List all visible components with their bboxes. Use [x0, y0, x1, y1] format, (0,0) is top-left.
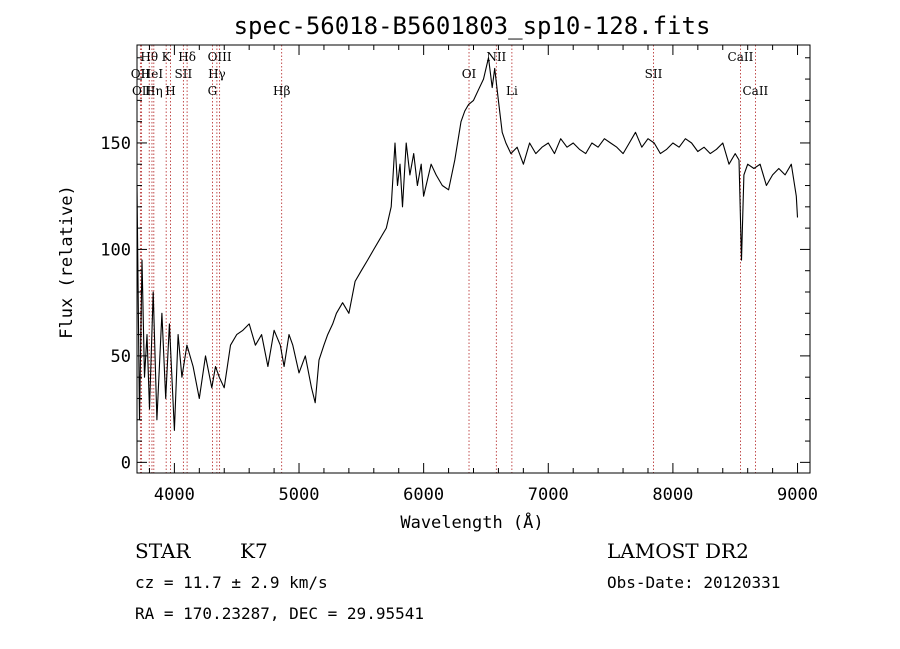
y-axis: 0 50 100 150 [100, 57, 810, 473]
line-marker-label: Hη [145, 84, 163, 98]
x-tick-label: 4000 [154, 485, 195, 505]
x-axis: 4000 5000 6000 7000 8000 9000 [148, 45, 818, 505]
line-marker-label: Hβ [273, 84, 290, 98]
line-marker-label: Hδ [178, 50, 196, 64]
obs-date: Obs-Date: 20120331 [607, 573, 780, 592]
plot-frame [136, 44, 811, 474]
spectrum-series-layer [136, 57, 799, 431]
spectrum-line [136, 57, 799, 431]
survey-name: LAMOST DR2 [607, 539, 749, 563]
x-tick-label: 8000 [652, 485, 693, 505]
line-marker-label: HeI [141, 67, 164, 81]
line-marker-label: G [208, 84, 218, 98]
line-marker-label: CaII [728, 50, 754, 64]
x-tick-label: 9000 [777, 485, 818, 505]
redshift-readout: cz = 11.7 ± 2.9 km/s [135, 573, 328, 592]
y-tick-label: 50 [111, 347, 131, 367]
line-marker-label: SII [645, 67, 663, 81]
y-tick-label: 0 [121, 453, 131, 473]
x-tick-label: 7000 [528, 485, 569, 505]
line-marker-label: Hγ [208, 67, 226, 81]
y-tick-label: 100 [100, 240, 131, 260]
line-marker-label: SII [175, 67, 193, 81]
line-marker-label: CaII [742, 84, 768, 98]
line-marker-label: NII [486, 50, 506, 64]
y-axis-label: Flux (relative) [57, 185, 77, 339]
line-marker-label: OIII [208, 50, 232, 64]
line-marker-label: K [162, 50, 172, 64]
line-marker-label: Hθ [140, 50, 158, 64]
x-tick-label: 5000 [279, 485, 320, 505]
x-tick-label: 6000 [403, 485, 444, 505]
object-class: STAR [135, 539, 191, 563]
object-subclass: K7 [240, 539, 268, 563]
line-marker-label: H [165, 84, 175, 98]
chart-title: spec-56018-B5601803_sp10-128.fits [234, 12, 711, 40]
line-marker-label: OI [462, 67, 477, 81]
line-marker-label: Li [506, 84, 518, 98]
x-axis-label: Wavelength (Å) [400, 511, 543, 533]
line-marker-label: OII [131, 67, 151, 81]
coordinates: RA = 170.23287, DEC = 29.95541 [135, 604, 424, 623]
y-tick-label: 150 [100, 134, 131, 154]
